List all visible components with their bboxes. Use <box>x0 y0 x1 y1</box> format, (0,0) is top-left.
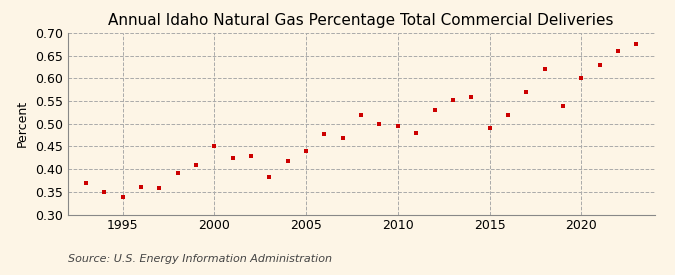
Y-axis label: Percent: Percent <box>16 100 29 147</box>
Title: Annual Idaho Natural Gas Percentage Total Commercial Deliveries: Annual Idaho Natural Gas Percentage Tota… <box>109 13 614 28</box>
Text: Source: U.S. Energy Information Administration: Source: U.S. Energy Information Administ… <box>68 254 331 265</box>
